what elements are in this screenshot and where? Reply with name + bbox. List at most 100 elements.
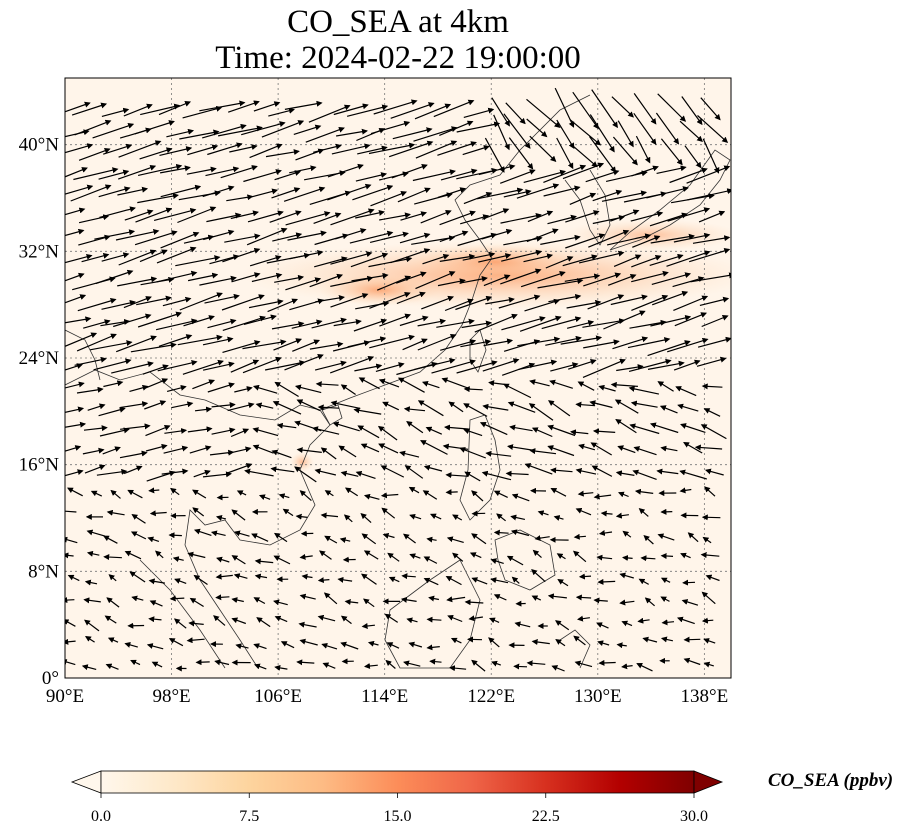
wind-arrow (631, 165, 659, 177)
wind-arrow (317, 614, 336, 622)
lat-tick-label: 8°N (28, 561, 59, 582)
wind-arrow (633, 446, 657, 456)
wind-arrow (96, 468, 128, 476)
wind-arrow (387, 552, 400, 562)
wind-arrow (617, 445, 636, 454)
wind-arrow (98, 186, 131, 198)
wind-arrow (115, 335, 157, 353)
wind-arrow (78, 147, 111, 161)
wind-arrow (76, 333, 117, 352)
colorbar-tick-label: 15.0 (384, 808, 412, 825)
wind-arrow (651, 272, 692, 285)
wind-arrow (192, 489, 207, 499)
wind-arrow (667, 207, 711, 222)
wind-arrow (631, 255, 662, 268)
wind-arrow (547, 445, 575, 457)
wind-arrow (550, 362, 579, 372)
wind-arrow (276, 422, 297, 429)
wind-arrow (74, 119, 112, 136)
wind-arrow (369, 334, 415, 349)
wind-arrow (569, 119, 602, 146)
wind-arrow (437, 187, 467, 199)
wind-arrow (687, 532, 699, 543)
wind-arrow (254, 573, 268, 580)
wind-arrow (681, 96, 703, 126)
wind-arrow (145, 443, 168, 452)
wind-arrow (469, 552, 482, 559)
wind-arrow (564, 273, 601, 282)
wind-arrow (299, 553, 313, 560)
wind-arrow (206, 212, 242, 223)
wind-arrow (137, 163, 183, 176)
wind-arrow (118, 164, 157, 180)
wind-arrow (193, 528, 212, 536)
wind-arrow (447, 614, 463, 623)
co-plume-core (410, 244, 580, 280)
wind-arrow (157, 359, 198, 372)
wind-arrow (129, 384, 149, 392)
wind-arrow (526, 660, 546, 667)
wind-arrow (265, 149, 300, 158)
wind-arrow (531, 639, 550, 645)
wind-arrow (252, 444, 274, 454)
wind-arrow (482, 403, 509, 411)
coast-sulawesi (559, 629, 591, 669)
wind-arrow (314, 360, 347, 371)
wind-arrow (399, 315, 429, 327)
wind-arrow (369, 231, 409, 243)
wind-arrow (478, 164, 516, 176)
wind-arrow (378, 443, 399, 454)
wind-arrow (379, 313, 412, 327)
wind-arrow (471, 533, 487, 545)
wind-arrow (98, 406, 126, 417)
wind-arrow (352, 184, 394, 201)
wind-arrow (523, 169, 567, 183)
wind-arrow (205, 166, 240, 177)
wind-arrow (704, 468, 724, 476)
wind-arrow (361, 573, 377, 585)
wind-arrow (284, 354, 324, 371)
wind-arrow (291, 319, 323, 329)
wind-arrow (105, 663, 119, 670)
wind-arrow (400, 596, 417, 603)
wind-arrow (505, 470, 529, 477)
colorbar-extend-high (693, 770, 724, 794)
wind-arrow (258, 494, 271, 501)
wind-arrow (573, 635, 586, 646)
wind-arrow (677, 403, 699, 412)
wind-arrow (283, 186, 326, 202)
wind-arrow (131, 514, 146, 524)
lat-tick-label: 24°N (19, 348, 60, 369)
wind-arrow (321, 642, 338, 650)
wind-arrow (74, 356, 107, 366)
wind-arrow (630, 211, 664, 222)
wind-arrow (660, 553, 674, 559)
wind-arrow (271, 321, 305, 330)
wind-arrow (397, 377, 425, 393)
wind-arrow (630, 400, 658, 408)
wind-arrow (329, 355, 375, 374)
wind-arrow (243, 169, 282, 183)
wind-arrow (448, 401, 464, 413)
wind-arrow (332, 421, 360, 432)
colorbar: 0.0 7.5 15.0 22.5 30.0 (70, 770, 724, 825)
wind-arrow (187, 272, 219, 282)
wind-arrow (680, 423, 706, 433)
wind-arrow (211, 402, 236, 408)
wind-arrow (589, 114, 615, 153)
wind-arrow (479, 422, 508, 436)
wind-arrow (501, 316, 546, 331)
wind-arrow (675, 386, 697, 397)
wind-arrow (324, 535, 338, 544)
wind-arrow (578, 250, 625, 264)
wind-arrow (115, 228, 160, 241)
wind-arrow (330, 208, 375, 226)
wind-arrow (120, 401, 149, 409)
wind-arrow (65, 184, 94, 195)
lon-tick-label: 138°E (681, 686, 729, 707)
wind-arrow (598, 659, 616, 666)
wind-arrow (314, 468, 337, 476)
wind-arrow (228, 100, 260, 113)
wind-arrow (545, 256, 574, 269)
wind-arrow (65, 253, 93, 264)
